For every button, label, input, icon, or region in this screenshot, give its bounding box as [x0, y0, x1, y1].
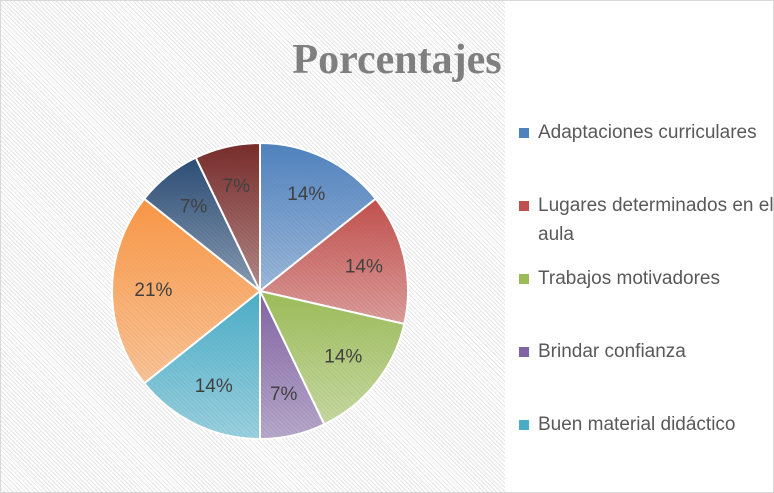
pie-slice — [194, 141, 261, 292]
legend-item: Buen material didáctico — [519, 410, 774, 439]
pie-slice — [259, 141, 378, 294]
legend-label: Brindar confianza — [538, 341, 686, 362]
pie-slice — [111, 197, 262, 385]
pie-slice — [142, 288, 261, 441]
legend-label: Lugares determinados en el aula — [538, 195, 774, 245]
legend-swatch — [519, 128, 529, 138]
legend: Adaptaciones curriculares Lugares determi… — [505, 1, 774, 492]
legend-swatch — [519, 420, 529, 430]
legend-swatch — [519, 274, 529, 284]
data-label: 14% — [324, 346, 362, 367]
legend-item: Adaptaciones curriculares — [519, 118, 774, 147]
data-label: 21% — [134, 280, 172, 301]
data-label: 7% — [223, 176, 251, 197]
legend-item: Brindar confianza — [519, 337, 774, 366]
data-label: 14% — [195, 376, 233, 397]
legend-label: Trabajos motivadores — [538, 268, 720, 289]
legend-swatch — [519, 201, 529, 211]
pie-slice — [258, 289, 406, 426]
data-label: 14% — [287, 184, 325, 205]
pie-slice — [257, 197, 409, 326]
legend-label: Adaptaciones curriculares — [538, 122, 757, 143]
data-label: 7% — [270, 384, 298, 405]
legend-item: Lugares determinados en el aula — [519, 191, 774, 249]
data-label: 7% — [180, 197, 208, 218]
legend-swatch — [519, 347, 529, 357]
legend-label: Buen material didáctico — [538, 414, 736, 435]
data-label: 14% — [345, 256, 383, 277]
chart-title: Porcentajes — [292, 37, 501, 83]
legend-item: Trabajos motivadores — [519, 264, 774, 293]
